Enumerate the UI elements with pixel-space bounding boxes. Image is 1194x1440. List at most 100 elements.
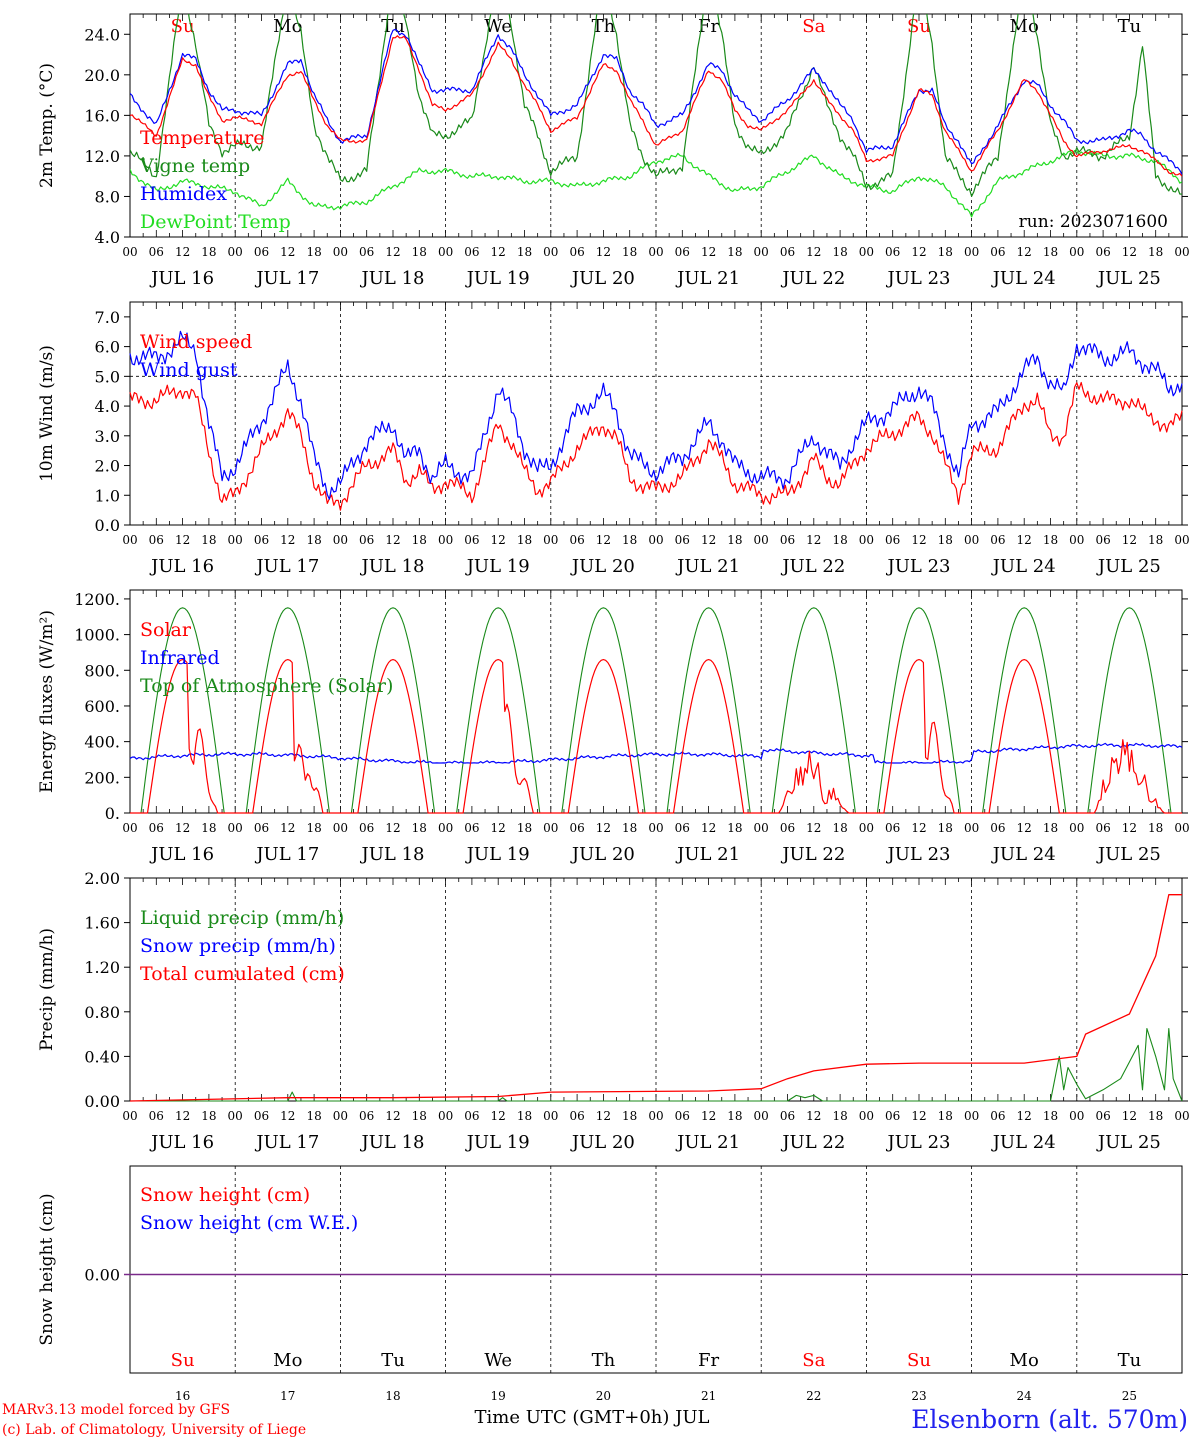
precip-hour-label: 06 [254,1109,269,1123]
snow-y-axis-label: Snow height (cm) [37,1193,57,1345]
temp-hour-label: 00 [122,245,137,259]
temp-hour-label: 00 [333,245,348,259]
precip-date-label: JUL 17 [254,1132,319,1153]
precip-hour-label: 06 [359,1109,374,1123]
wind-date-label: JUL 18 [360,556,425,577]
energy-hour-label: 00 [648,821,663,835]
precip-hour-label: 12 [1017,1109,1032,1123]
energy-y-tick-label: 0. [105,804,120,823]
precip-date-label: JUL 22 [780,1132,845,1153]
wind-date-label: JUL 21 [675,556,740,577]
energy-hour-label: 00 [543,821,558,835]
temp-hour-label: 12 [911,245,926,259]
wind-hour-label: 18 [727,533,742,547]
precip-hour-label: 00 [122,1109,137,1123]
temp-date-label: JUL 23 [886,268,951,289]
energy-date-label: JUL 18 [360,844,425,865]
precip-date-label: JUL 16 [149,1132,214,1153]
precip-legend-item: Liquid precip (mm/h) [140,907,344,929]
temp-weekday-label: We [484,16,512,37]
time-axis-label: Time UTC (GMT+0h) JUL [475,1407,710,1428]
precip-hour-label: 06 [990,1109,1005,1123]
day-number-label: 23 [911,1389,926,1403]
precip-hour-label: 18 [306,1109,321,1123]
temp-date-label: JUL 16 [149,268,214,289]
energy-hour-label: 12 [385,821,400,835]
energy-date-label: JUL 16 [149,844,214,865]
wind-series-1 [129,330,1183,500]
temp-hour-label: 00 [754,245,769,259]
snow-legend-item: Snow height (cm W.E.) [140,1212,358,1234]
wind-hour-label: 18 [1043,533,1058,547]
station-name: Elsenborn (alt. 570m) [911,1405,1188,1434]
temp-hour-label: 06 [885,245,900,259]
energy-hour-label: 18 [727,821,742,835]
wind-hour-label: 06 [464,533,479,547]
temp-legend-item: Humidex [140,183,227,205]
precip-hour-label: 06 [464,1109,479,1123]
wind-date-label: JUL 16 [149,556,214,577]
temp-weekday-label: Tu [1118,16,1142,37]
snow-weekday-label: Mo [273,1350,302,1371]
day-number-label: 24 [1017,1389,1033,1403]
precip-hour-label: 06 [780,1109,795,1123]
precip-hour-label: 06 [569,1109,584,1123]
wind-series-0 [129,381,1183,511]
energy-hour-label: 00 [122,821,137,835]
wind-hour-label: 18 [832,533,847,547]
energy-hour-label: 00 [228,821,243,835]
precip-hour-label: 00 [228,1109,243,1123]
wind-date-label: JUL 17 [254,556,319,577]
energy-hour-label: 18 [832,821,847,835]
wind-hour-label: 00 [964,533,979,547]
wind-hour-label: 00 [122,533,137,547]
temp-hour-label: 12 [701,245,716,259]
energy-hour-label: 06 [359,821,374,835]
energy-hour-label: 00 [1069,821,1084,835]
energy-hour-label: 12 [1122,821,1137,835]
temp-hour-label: 12 [175,245,190,259]
energy-legend-item: Infrared [140,647,220,669]
temp-hour-label: 00 [1069,245,1084,259]
wind-y-tick-label: 6.0 [95,338,120,357]
wind-frame [129,301,1183,526]
temp-hour-label: 12 [1017,245,1032,259]
energy-hour-label: 00 [754,821,769,835]
energy-hour-label: 18 [517,821,532,835]
temp-y-tick-label: 20.0 [84,66,120,85]
precip-y-tick-label: 0.40 [84,1047,120,1066]
temp-hour-label: 00 [648,245,663,259]
temp-hour-label: 12 [1122,245,1137,259]
wind-legend-item: Wind gust [140,359,238,381]
precip-hour-label: 12 [385,1109,400,1123]
wind-y-tick-label: 5.0 [95,367,120,386]
wind-y-tick-label: 1.0 [95,486,120,505]
wind-hour-label: 00 [648,533,663,547]
temp-hour-label: 12 [806,245,821,259]
wind-hour-label: 00 [1174,533,1189,547]
energy-hour-label: 12 [491,821,506,835]
temp-hour-label: 00 [859,245,874,259]
temp-y-tick-label: 4.0 [95,228,120,247]
energy-hour-label: 12 [175,821,190,835]
precip-hour-label: 12 [1122,1109,1137,1123]
energy-hour-label: 18 [1148,821,1163,835]
precip-date-label: JUL 25 [1096,1132,1161,1153]
wind-hour-label: 18 [412,533,427,547]
precip-y-tick-label: 1.20 [84,958,120,977]
snow-y-tick-label: 0.00 [84,1266,120,1285]
precip-y-axis-label: Precip (mm/h) [37,928,57,1051]
temp-hour-label: 12 [596,245,611,259]
precip-hour-label: 00 [859,1109,874,1123]
precip-hour-label: 00 [754,1109,769,1123]
temp-date-label: JUL 25 [1096,268,1161,289]
day-number-label: 20 [596,1389,611,1403]
wind-date-label: JUL 24 [991,556,1056,577]
energy-hour-label: 12 [806,821,821,835]
energy-date-label: JUL 19 [465,844,530,865]
precip-hour-label: 06 [675,1109,690,1123]
temp-weekday-label: Sa [802,16,825,37]
wind-hour-label: 12 [175,533,190,547]
energy-date-label: JUL 20 [570,844,635,865]
precip-date-label: JUL 19 [465,1132,530,1153]
